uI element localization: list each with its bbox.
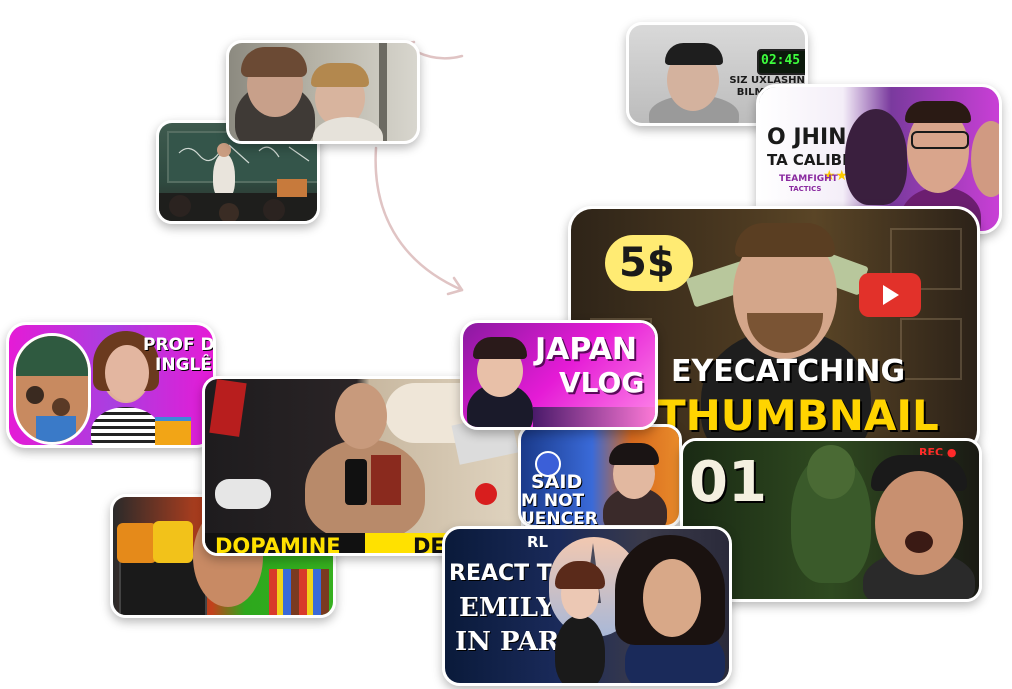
dopamine-label-bar xyxy=(205,533,365,553)
thumbnail-influencer[interactable]: SAID M NOT UENCER xyxy=(518,424,682,528)
horror-number: 01 xyxy=(689,450,767,515)
emily-line2: EMILY xyxy=(459,593,555,623)
tft-brand-line2: TACTICS xyxy=(789,185,822,193)
chalkboard-scribbles xyxy=(178,144,310,164)
emily-figure xyxy=(555,615,605,683)
jhin-champion-figure xyxy=(845,109,907,205)
japan-line1: JAPAN xyxy=(535,332,637,367)
tft-brand-line1: TEAMFIGHT xyxy=(779,174,838,184)
timer-display: 02:45 xyxy=(761,53,801,68)
influencer-line1: SAID xyxy=(531,471,583,493)
emily-line1: REACT TO xyxy=(449,561,571,586)
tft-title-line1: O JHIN xyxy=(767,125,847,150)
japan-cityscape xyxy=(533,407,655,427)
prof-line2: INGLÊS xyxy=(155,355,213,375)
dopamine-label: DOPAMINE xyxy=(215,534,341,556)
japan-line2: VLOG xyxy=(559,366,645,399)
book xyxy=(371,455,401,505)
classroom-inset xyxy=(13,333,91,445)
monster-head xyxy=(807,445,855,499)
reactor-face xyxy=(643,559,701,637)
lecturer-figure xyxy=(213,153,235,199)
books-stack xyxy=(155,417,191,445)
facebook-icon xyxy=(535,451,561,477)
youtube-play-triangle xyxy=(883,285,899,305)
streamer-face-secondary xyxy=(971,121,999,197)
influencer-line2: M NOT xyxy=(521,491,585,511)
apple-icon xyxy=(475,483,497,505)
lecturer-face xyxy=(217,143,231,157)
thumbnail-japan-vlog[interactable]: JAPAN VLOG xyxy=(460,320,658,430)
teacher-figure xyxy=(91,407,161,445)
thumbnail-prof-ingles[interactable]: PROF DE INGLÊS xyxy=(6,322,216,448)
man-in-bed-face xyxy=(335,383,387,449)
student-head-1 xyxy=(169,195,191,217)
bookshelf xyxy=(269,569,329,615)
thumbnail-classroom-film[interactable] xyxy=(226,40,420,144)
snack-bag-2 xyxy=(153,521,193,563)
snack-bag-1 xyxy=(117,523,157,563)
student-head-2 xyxy=(219,203,239,221)
thumbnail-horror[interactable]: 01 REC ● xyxy=(680,438,982,602)
game-controller-icon xyxy=(215,479,271,509)
student-head-3 xyxy=(263,199,285,221)
rec-indicator: REC ● xyxy=(919,446,957,459)
thumbnail-eyecatching[interactable]: 5$ EYECATCHING THUMBNAIL xyxy=(568,206,980,454)
influencer-line3: UENCER xyxy=(521,509,598,528)
scared-man-face xyxy=(875,471,963,575)
eyecatching-line1: EYECATCHING xyxy=(671,354,906,389)
emily-tag: RL xyxy=(527,533,549,551)
prof-line1: PROF DE xyxy=(143,335,215,355)
smartphone xyxy=(345,459,367,505)
eyecatching-line2: THUMBNAIL xyxy=(657,391,939,440)
price-badge: 5$ xyxy=(619,240,675,286)
thumbnail-emily-paris[interactable]: RL REACT TO EMILY IN PARIS xyxy=(442,526,732,686)
